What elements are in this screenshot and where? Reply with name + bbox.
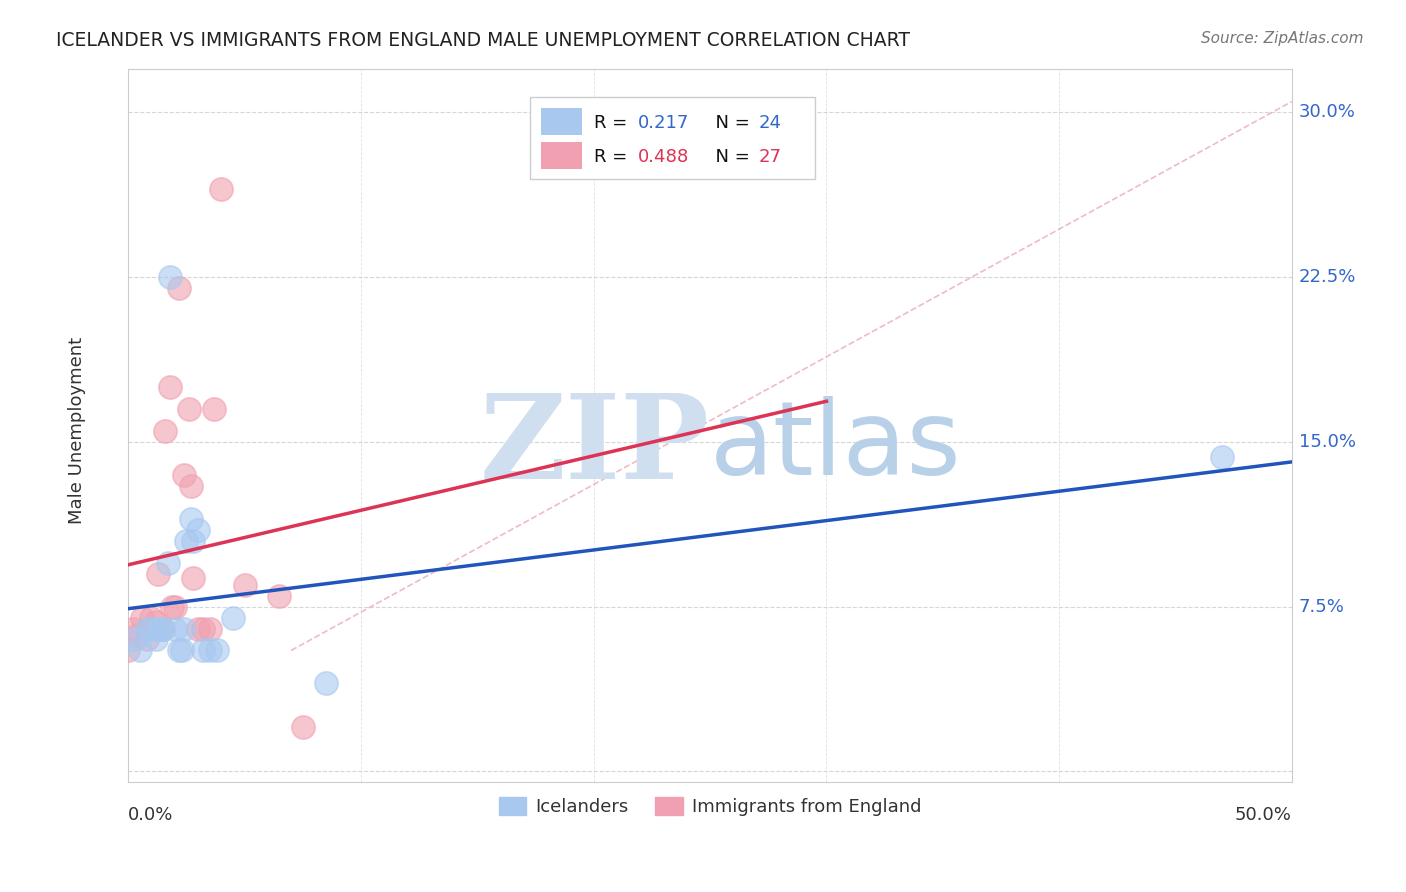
Point [173, 467, 195, 482]
Point [148, 566, 170, 581]
Text: ICELANDER VS IMMIGRANTS FROM ENGLAND MALE UNEMPLOYMENT CORRELATION CHART: ICELANDER VS IMMIGRANTS FROM ENGLAND MAL… [56, 31, 910, 50]
Point [202, 401, 225, 416]
Point [315, 676, 337, 690]
Text: N =: N = [704, 148, 756, 166]
Point [291, 720, 314, 734]
Text: atlas: atlas [710, 396, 962, 497]
Text: 30.0%: 30.0% [1299, 103, 1355, 121]
Point [131, 610, 153, 624]
Point [162, 599, 184, 614]
Point [173, 622, 195, 636]
Point [269, 589, 291, 603]
Point [191, 622, 214, 636]
Text: 24: 24 [759, 114, 782, 132]
Point [209, 182, 232, 196]
Point [141, 610, 163, 624]
Text: 0.488: 0.488 [638, 148, 689, 166]
Point [205, 643, 228, 657]
Point [124, 632, 146, 647]
Point [183, 533, 205, 548]
Point [222, 610, 245, 624]
Point [141, 622, 163, 636]
Text: Source: ZipAtlas.com: Source: ZipAtlas.com [1201, 31, 1364, 46]
Text: N =: N = [704, 114, 756, 132]
Point [152, 622, 174, 636]
FancyBboxPatch shape [541, 142, 582, 169]
Point [1211, 450, 1233, 465]
Point [148, 622, 170, 636]
Point [198, 622, 221, 636]
Point [128, 643, 150, 657]
Text: 27: 27 [759, 148, 782, 166]
Point [152, 622, 174, 636]
Text: Male Unemployment: Male Unemployment [67, 337, 86, 524]
FancyBboxPatch shape [541, 108, 582, 135]
Point [233, 577, 256, 591]
Text: R =: R = [593, 114, 633, 132]
Point [180, 512, 202, 526]
Point [163, 599, 186, 614]
Point [180, 479, 202, 493]
Point [149, 622, 172, 636]
Point [121, 622, 143, 636]
Point [159, 270, 181, 285]
Point [135, 622, 157, 636]
Point [163, 622, 186, 636]
Text: R =: R = [593, 148, 633, 166]
Point [198, 643, 221, 657]
Point [187, 622, 209, 636]
Point [145, 615, 167, 629]
Text: 0.0%: 0.0% [128, 806, 173, 824]
Text: 50.0%: 50.0% [1234, 806, 1292, 824]
Point [138, 622, 160, 636]
Point [155, 424, 177, 438]
Point [145, 632, 167, 647]
Point [191, 643, 214, 657]
Point [127, 628, 149, 642]
Legend: Icelanders, Immigrants from England: Icelanders, Immigrants from England [492, 789, 928, 823]
Point [169, 643, 191, 657]
Text: 22.5%: 22.5% [1299, 268, 1357, 286]
Point [177, 401, 200, 416]
Point [159, 380, 181, 394]
Point [183, 571, 205, 585]
Text: 0.217: 0.217 [638, 114, 689, 132]
Point [135, 632, 157, 647]
Point [156, 556, 179, 570]
Text: 7.5%: 7.5% [1299, 598, 1344, 615]
Point [169, 281, 191, 295]
Text: 15.0%: 15.0% [1299, 433, 1355, 450]
Point [187, 523, 209, 537]
Text: ZIP: ZIP [479, 389, 710, 504]
FancyBboxPatch shape [530, 97, 815, 179]
Point [117, 643, 139, 657]
Point [170, 643, 193, 657]
Point [176, 533, 198, 548]
